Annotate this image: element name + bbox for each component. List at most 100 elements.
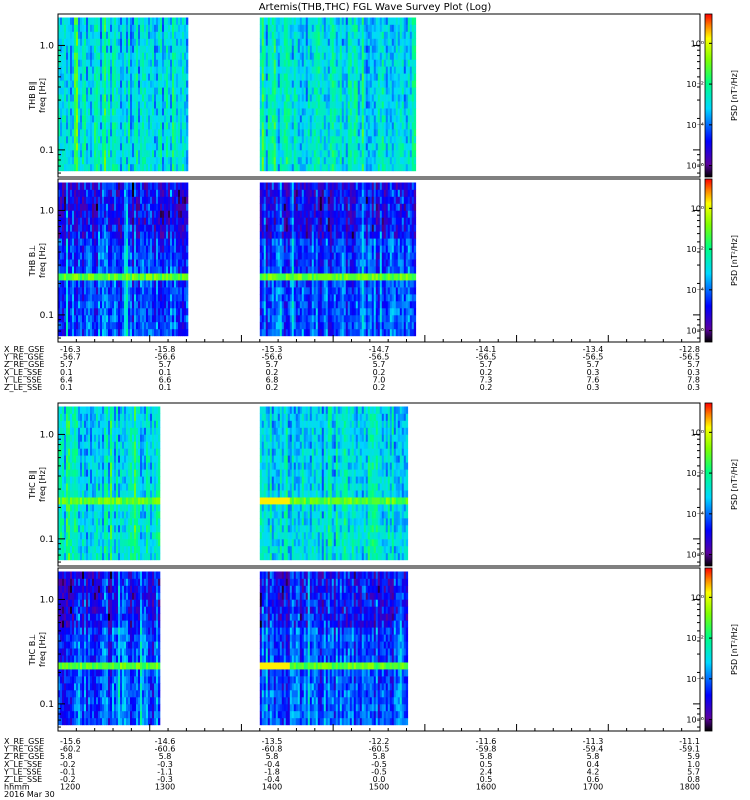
ephemeris-value: -0.4	[264, 775, 280, 784]
ephemeris-value: -56.5	[583, 353, 604, 362]
panel-label: THB B⊥	[28, 245, 37, 277]
ephemeris-value: -56.7	[60, 353, 81, 362]
ephemeris-row-label: X_LE_SSE	[4, 760, 42, 769]
ephemeris-row-label: Z_RE_GSE	[4, 360, 44, 369]
ephemeris-value: 0.2	[373, 368, 386, 377]
colorbar-gradient	[704, 13, 713, 178]
spectrogram-block	[259, 17, 417, 172]
ephemeris-value: 0.3	[587, 383, 600, 392]
ephemeris-value: -13.5	[262, 737, 283, 746]
ephemeris-value: 5.7	[60, 360, 73, 369]
ephemeris-row-label: hhmm	[4, 783, 30, 792]
colorbar-label: PSD [nT²/Hz]	[730, 624, 739, 675]
ephemeris-value: 0.2	[480, 368, 493, 377]
y-tick-label: 0.1	[40, 700, 54, 710]
ephemeris-row-label: Z_RE_GSE	[4, 752, 44, 761]
ephemeris-value: 7.8	[687, 375, 700, 384]
colorbar-tick-label: 10⁻⁴	[686, 510, 704, 519]
ephemeris-value: -1.1	[157, 767, 173, 776]
ephemeris-row-label: X_RE_GSE	[4, 737, 44, 746]
spectrogram-block	[58, 406, 161, 561]
ephemeris-value: 0.1	[159, 383, 172, 392]
ephemeris-value: 4.2	[587, 767, 600, 776]
ephemeris-value: 0.2	[480, 383, 493, 392]
ephemeris-row-label: Y_LE_SSE	[3, 375, 42, 384]
ephemeris-table-thc: X_RE_GSEY_RE_GSEZ_RE_GSEX_LE_SSEY_LE_SSE…	[3, 737, 700, 799]
ephemeris-value: 1300	[155, 783, 175, 792]
colorbar-tick-label: 10⁻⁶	[686, 551, 704, 560]
ephemeris-value: 0.5	[480, 775, 493, 784]
y-axis-label: freq [Hz]	[38, 632, 47, 667]
colorbar-label: PSD [nT²/Hz]	[730, 235, 739, 286]
ephemeris-value: -1.8	[264, 767, 280, 776]
ephemeris-value: 7.3	[480, 375, 493, 384]
ephemeris-value: 5.9	[687, 752, 700, 761]
ephemeris-value: 2.4	[480, 767, 493, 776]
ephemeris-value: -0.3	[157, 760, 173, 769]
ephemeris-value: 0.0	[373, 775, 386, 784]
ephemeris-value: 5.8	[266, 752, 279, 761]
ephemeris-value: 5.8	[159, 752, 172, 761]
ephemeris-row-label: Z_LE_SSE	[4, 775, 42, 784]
ephemeris-value: -14.6	[155, 737, 176, 746]
colorbar-tick-label: 10⁰	[691, 39, 704, 48]
ephemeris-value: -16.3	[60, 345, 81, 354]
panel-label: THC B⊥	[28, 634, 37, 667]
ephemeris-row-label: 2016 Mar 30	[4, 790, 55, 799]
ephemeris-value: -0.5	[371, 767, 387, 776]
figure-title: Artemis(THB,THC) FGL Wave Survey Plot (L…	[259, 2, 492, 13]
ephemeris-table-thb: X_RE_GSEY_RE_GSEZ_RE_GSEX_LE_SSEY_LE_SSE…	[3, 345, 700, 392]
colorbar-label: PSD [nT²/Hz]	[730, 70, 739, 121]
ephemeris-value: 1400	[262, 783, 282, 792]
ephemeris-value: -14.1	[476, 345, 497, 354]
colorbar: 10⁰ 10⁻² 10⁻⁴ 10⁻⁶ PSD [nT²/Hz]	[686, 402, 739, 567]
colorbar-label: PSD [nT²/Hz]	[730, 459, 739, 510]
y-tick-label: 0.1	[40, 146, 54, 156]
colorbar-gradient	[704, 178, 713, 343]
colorbar-tick-label: 10⁰	[691, 593, 704, 602]
ephemeris-value: -12.8	[679, 345, 700, 354]
panel-frame	[57, 567, 701, 732]
ephemeris-value: 0.1	[60, 368, 73, 377]
ephemeris-row-label: Y_RE_GSE	[3, 745, 44, 754]
ephemeris-value: -13.4	[583, 345, 604, 354]
ephemeris-value: 5.7	[480, 360, 493, 369]
ephemeris-value: -60.6	[155, 745, 176, 754]
y-tick-label: 1.0	[40, 41, 55, 51]
ephemeris-value: -59.4	[583, 745, 604, 754]
ephemeris-value: 7.0	[373, 375, 386, 384]
y-axis-label: freq [Hz]	[38, 467, 47, 502]
ephemeris-value: -59.1	[679, 745, 700, 754]
ephemeris-value: -11.3	[583, 737, 604, 746]
ephemeris-value: 6.6	[159, 375, 172, 384]
ephemeris-value: -56.6	[262, 353, 283, 362]
ephemeris-value: -0.3	[157, 775, 173, 784]
panel-thc-bperp: 1.0 0.1 THC B⊥ freq [Hz]	[28, 567, 701, 732]
x-axis-ticks	[57, 335, 701, 342]
colorbar-tick-label: 10⁰	[691, 428, 704, 437]
ephemeris-value: -59.8	[476, 745, 497, 754]
ephemeris-value: -60.8	[262, 745, 283, 754]
y-tick-label: 1.0	[40, 430, 55, 440]
panel-thb-bperp: 1.0 0.1 THB B⊥ freq [Hz]	[28, 178, 701, 343]
ephemeris-value: 0.3	[687, 383, 700, 392]
ephemeris-value: 5.8	[480, 752, 493, 761]
ephemeris-value: 5.8	[587, 752, 600, 761]
ephemeris-value: 1.0	[687, 760, 700, 769]
ephemeris-value: -0.1	[60, 767, 76, 776]
colorbar-tick-label: 10⁻⁶	[686, 327, 704, 336]
ephemeris-value: -60.5	[369, 745, 390, 754]
colorbar-gradient	[704, 402, 713, 567]
spectrogram-block	[58, 17, 189, 172]
ephemeris-value: 0.1	[159, 368, 172, 377]
spectrogram-block	[259, 182, 417, 337]
colorbar-gradient	[704, 567, 713, 732]
y-tick-label: 0.1	[40, 311, 54, 321]
panel-frame	[57, 402, 701, 567]
spectrogram-block	[58, 571, 161, 726]
y-tick-label: 0.1	[40, 535, 54, 545]
ephemeris-value: 5.7	[373, 360, 386, 369]
panel-thb-bpar: 1.0 0.1 THB B∥ freq [Hz]	[28, 13, 701, 178]
ephemeris-row-label: X_RE_GSE	[4, 345, 44, 354]
